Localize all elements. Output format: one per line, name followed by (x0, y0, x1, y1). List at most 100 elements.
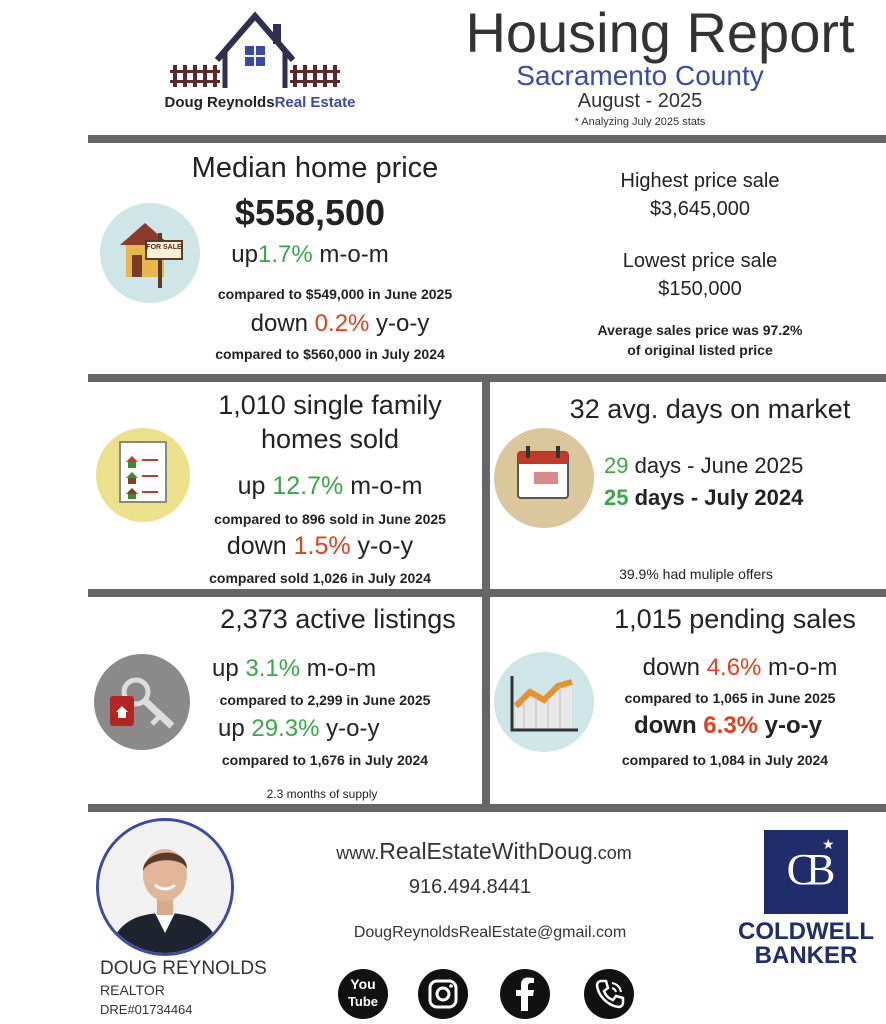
brand-logo: Doug ReynoldsReal Estate (160, 10, 370, 120)
sold-mom-suffix: m-o-m (343, 472, 423, 500)
median-mom: up1.7% m-o-m (150, 241, 470, 269)
report-month: August - 2025 (577, 90, 703, 112)
pending-yoy-prefix: down (633, 712, 704, 739)
median-yoy-prefix: down (250, 310, 315, 337)
agent-title: REALTOR (100, 982, 165, 998)
lowest-label: Lowest price sale (622, 250, 778, 272)
agent-avatar-icon (99, 821, 231, 953)
avg-sales-line1: Average sales price was 97.2% (597, 322, 803, 338)
sold-yoy: down 1.5% y-o-y (160, 532, 480, 561)
coldwell-banker-logo: CB ★ (764, 830, 848, 914)
youtube-icon-line2: Tube (347, 994, 379, 1009)
pending-yoy-suffix: y-o-y (758, 712, 823, 739)
median-yoy-suffix: y-o-y (369, 310, 430, 337)
active-yoy-suffix: y-o-y (319, 715, 380, 742)
sold-heading-line2: homes sold (260, 424, 400, 454)
days-line2-num: 25 (604, 485, 629, 510)
pending-heading: 1,015 pending sales (614, 604, 856, 634)
pending-mom: down 4.6% m-o-m (600, 654, 880, 682)
highest-value: $3,645,000 (649, 198, 751, 220)
calendar-icon (494, 428, 594, 528)
facebook-button[interactable] (500, 969, 550, 1019)
sold-yoy-value: 1.5% (293, 532, 351, 560)
sold-yoy-prefix: down (226, 532, 294, 560)
median-heading: Median home price (191, 152, 439, 184)
months-supply: 2.3 months of supply (266, 787, 378, 801)
pending-yoy-value: 6.3% (703, 712, 758, 739)
divider (88, 804, 886, 812)
coldwell-line2: BANKER (754, 942, 858, 969)
youtube-button[interactable]: You Tube (338, 969, 388, 1019)
agent-photo (96, 818, 234, 956)
sold-mom-value: 12.7% (272, 472, 344, 500)
phone-icon (595, 979, 625, 1009)
median-mom-value: 1.7% (258, 241, 313, 268)
instagram-icon (428, 979, 458, 1009)
listing-sheet-icon (96, 428, 190, 522)
highest-label: Highest price sale (620, 170, 780, 192)
for-sale-sign-label: FOR SALE (146, 244, 182, 251)
sold-mom: up 12.7% m-o-m (180, 472, 480, 501)
sold-mom-compare: compared to 896 sold in June 2025 (214, 511, 446, 527)
divider (88, 135, 886, 143)
pending-yoy: down 6.3% y-o-y (600, 712, 856, 740)
report-county: Sacramento County (516, 60, 764, 91)
pending-mom-prefix: down (642, 654, 707, 681)
active-mom-value: 3.1% (245, 655, 301, 682)
for-sale-icon: FOR SALE (100, 203, 200, 303)
days-line2: 25 days - July 2024 (604, 485, 874, 511)
multiple-offers: 39.9% had muliple offers (619, 566, 773, 582)
house-logo-icon (170, 11, 340, 88)
active-mom-suffix: m-o-m (300, 655, 377, 682)
median-mom-prefix: up (231, 241, 258, 268)
pending-mom-value: 4.6% (706, 654, 762, 681)
phone-button[interactable] (584, 969, 634, 1019)
active-yoy-value: 29.3% (251, 715, 320, 742)
active-yoy-compare: compared to 1,676 in July 2024 (221, 752, 429, 768)
sold-mom-prefix: up (237, 472, 273, 500)
cb-logo-letters: CB (786, 845, 836, 894)
median-yoy: down 0.2% y-o-y (190, 310, 490, 338)
active-heading: 2,373 active listings (220, 604, 456, 634)
lowest-value: $150,000 (658, 278, 742, 300)
sold-yoy-suffix: y-o-y (350, 532, 414, 560)
website-prefix: www. (336, 843, 380, 863)
active-yoy-prefix: up (218, 715, 252, 742)
website-suffix: .com (592, 843, 632, 863)
facebook-icon (516, 977, 534, 1011)
pending-mom-compare: compared to 1,065 in June 2025 (624, 690, 836, 706)
median-mom-suffix: m-o-m (312, 241, 389, 268)
coldwell-line1: COLDWELL (738, 918, 874, 945)
brand-name-accent: Real Estate (274, 94, 356, 111)
days-line1-num: 29 (604, 453, 629, 478)
sold-heading-line1: 1,010 single family (218, 390, 442, 420)
key-icon (94, 654, 190, 750)
days-line1: 29 days - June 2025 (604, 453, 874, 479)
website-link[interactable]: www.RealEstateWithDoug.com (300, 838, 668, 865)
sold-yoy-compare: compared sold 1,026 in July 2024 (209, 570, 431, 586)
days-line1-text: days - June 2025 (628, 453, 804, 478)
median-mom-compare: compared to $549,000 in June 2025 (217, 286, 453, 302)
days-heading: 32 avg. days on market (569, 394, 851, 424)
website-main: RealEstateWithDoug (379, 838, 593, 864)
report-title: Housing Report (465, 1, 855, 64)
agent-name: DOUG REYNOLDS (100, 958, 267, 979)
active-mom-prefix: up (212, 655, 246, 682)
report-note: * Analyzing July 2025 stats (574, 116, 706, 128)
active-mom-compare: compared to 2,299 in June 2025 (219, 692, 431, 708)
active-mom: up 3.1% m-o-m (212, 655, 472, 683)
avg-sales-line2: of original listed price (627, 342, 773, 358)
pending-yoy-compare: compared to 1,084 in July 2024 (621, 752, 829, 768)
phone-number[interactable]: 916.494.8441 (408, 876, 532, 898)
cb-star-icon: ★ (822, 836, 835, 852)
divider (88, 589, 886, 597)
agent-license: DRE#01734464 (100, 1002, 193, 1017)
instagram-button[interactable] (418, 969, 468, 1019)
youtube-icon-line1: You (350, 976, 376, 992)
pending-mom-suffix: m-o-m (761, 654, 838, 681)
days-line2-text: days - July 2024 (628, 485, 804, 510)
median-price: $558,500 (234, 192, 386, 233)
active-yoy: up 29.3% y-o-y (218, 715, 478, 743)
brand-name: Doug Reynolds (164, 94, 275, 111)
email-address[interactable]: DougReynoldsRealEstate@gmail.com (353, 924, 627, 941)
